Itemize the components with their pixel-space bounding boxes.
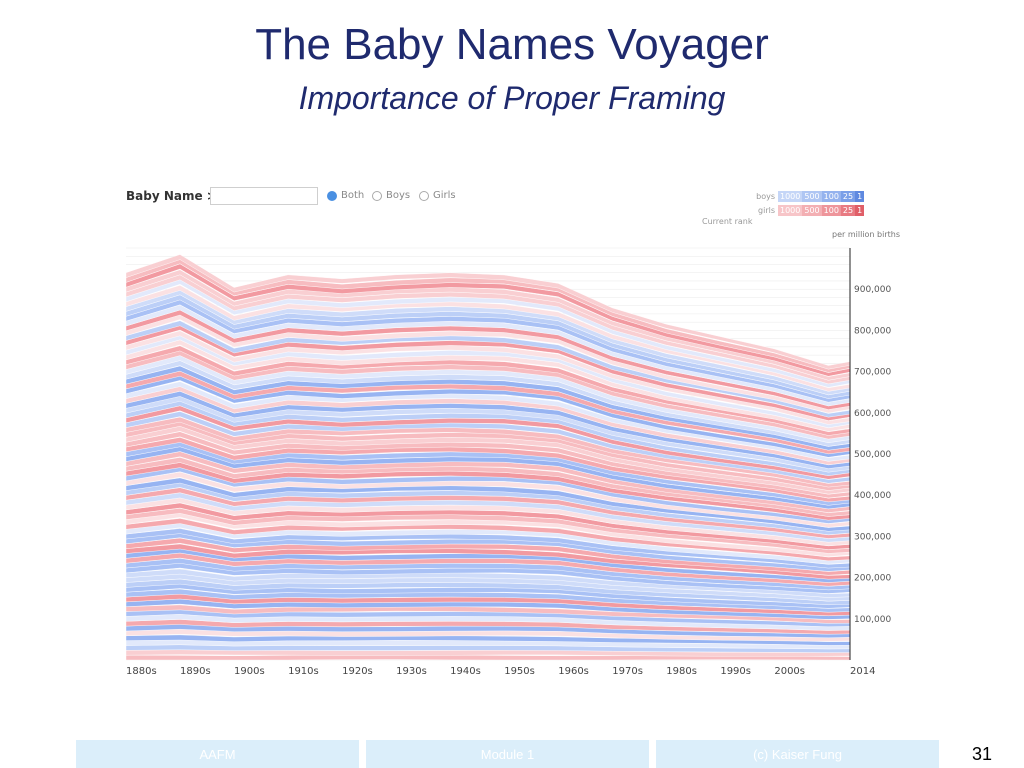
page-number: 31 (971, 744, 993, 764)
y-tick-label: 500,000 (854, 450, 891, 460)
y-tick-label: 700,000 (854, 368, 891, 378)
baby-name-input[interactable] (210, 187, 318, 205)
radio-dot-icon (419, 190, 429, 201)
x-tick-label: 1880s (126, 666, 157, 677)
girls-rank-label: girls (758, 206, 775, 215)
girls-rank-cell[interactable]: 500 (802, 205, 822, 216)
y-tick-label: 400,000 (854, 491, 891, 501)
boys-rank-cell[interactable]: 1000 (778, 191, 803, 202)
x-tick-label: 1920s (342, 666, 373, 677)
girls-rank-legend: girls 1000 500 100 25 1 (751, 205, 865, 216)
radio-both[interactable]: Both (327, 190, 364, 201)
current-rank-label: Current rank (702, 217, 753, 226)
radio-girls-label: Girls (433, 190, 456, 201)
slide-title: The Baby Names Voyager (255, 20, 769, 69)
y-tick-label: 100,000 (854, 615, 891, 625)
boys-rank-cell[interactable]: 25 (840, 191, 856, 202)
x-tick-label: 1990s (720, 666, 751, 677)
footer-left: AAFM (76, 740, 359, 768)
x-tick-label: 1940s (450, 666, 481, 677)
x-tick-label: 2000s (774, 666, 805, 677)
girls-rank-cell[interactable]: 1000 (778, 205, 803, 216)
slide-subtitle: Importance of Proper Framing (298, 80, 726, 116)
footer-right: (c) Kaiser Fung (656, 740, 939, 768)
y-tick-label: 600,000 (854, 409, 891, 419)
radio-boys[interactable]: Boys (372, 190, 410, 201)
footer-center: Module 1 (366, 740, 649, 768)
name-bands (125, 254, 851, 661)
x-tick-label: 1930s (396, 666, 427, 677)
radio-dot-icon (372, 190, 382, 201)
x-tick-label: 1890s (180, 666, 211, 677)
y-tick-label: 200,000 (854, 574, 891, 584)
boys-rank-cell[interactable]: 500 (802, 191, 822, 202)
radio-boys-label: Boys (386, 190, 411, 201)
radio-dot-icon (327, 190, 337, 201)
axes: 100,000 200,000 300,000 400,000 500,000 600,0… (126, 248, 891, 677)
radio-girls[interactable]: Girls (419, 190, 456, 201)
y-tick-label: 900,000 (854, 285, 891, 295)
boys-rank-legend: boys 1000 500 100 25 1 (751, 191, 865, 202)
x-tick-label: 1960s (558, 666, 589, 677)
girls-rank-cell[interactable]: 25 (840, 205, 856, 216)
radio-both-label: Both (341, 190, 365, 201)
x-tick-label: 1970s (612, 666, 643, 677)
boys-rank-cell[interactable]: 1 (855, 191, 865, 202)
girls-rank-cell[interactable]: 100 (821, 205, 841, 216)
girls-rank-cell[interactable]: 1 (855, 205, 865, 216)
x-tick-label: 1900s (234, 666, 265, 677)
x-tick-label: 2014 (850, 666, 875, 677)
x-tick-label: 1980s (666, 666, 697, 677)
per-million-label: per million births (832, 230, 900, 239)
boys-rank-label: boys (756, 192, 775, 201)
x-tick-label: 1950s (504, 666, 535, 677)
baby-name-label: Baby Name > (126, 189, 217, 203)
x-tick-label: 1910s (288, 666, 319, 677)
y-tick-label: 800,000 (854, 326, 891, 336)
boys-rank-cell[interactable]: 100 (821, 191, 841, 202)
y-tick-label: 300,000 (854, 532, 891, 542)
